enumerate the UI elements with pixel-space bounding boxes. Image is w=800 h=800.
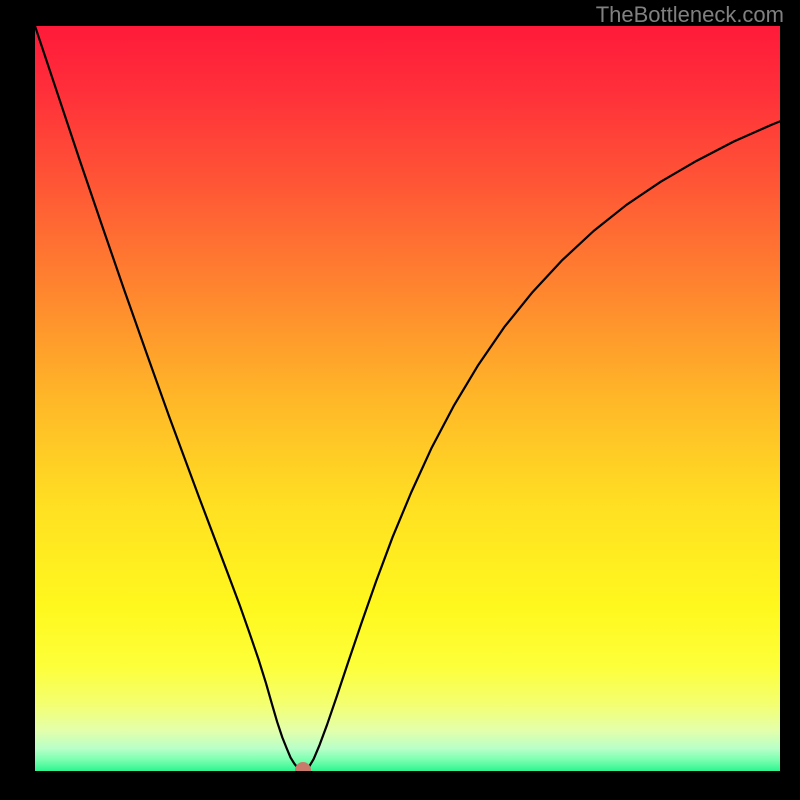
curve-chart xyxy=(35,26,780,771)
plot-area xyxy=(35,26,780,771)
curve-line xyxy=(35,26,780,770)
watermark-text: TheBottleneck.com xyxy=(596,2,784,28)
